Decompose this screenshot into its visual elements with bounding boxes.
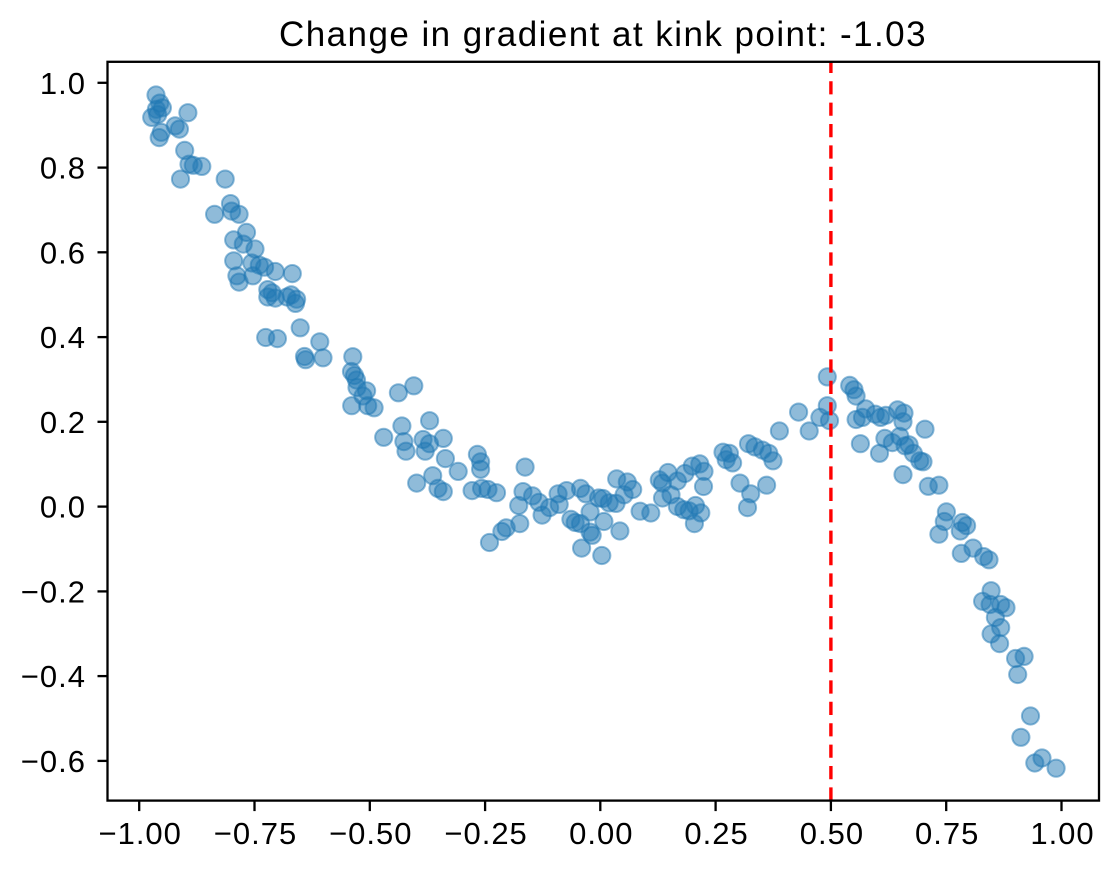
svg-text:0.2: 0.2 [40,405,86,440]
svg-text:−0.4: −0.4 [21,659,86,694]
svg-text:0.8: 0.8 [40,151,86,186]
svg-text:0.00: 0.00 [569,816,633,851]
svg-text:0.0: 0.0 [40,490,86,525]
svg-text:0.50: 0.50 [800,816,864,851]
svg-text:−0.25: −0.25 [444,816,527,851]
svg-text:0.25: 0.25 [684,816,748,851]
svg-text:1.0: 1.0 [40,66,86,101]
svg-text:1.00: 1.00 [1030,816,1094,851]
svg-text:0.75: 0.75 [915,816,979,851]
svg-text:0.6: 0.6 [40,235,86,270]
svg-text:−1.00: −1.00 [98,816,181,851]
svg-text:−0.2: −0.2 [21,574,86,609]
svg-text:−0.75: −0.75 [214,816,297,851]
svg-text:0.4: 0.4 [40,320,86,355]
svg-text:Change in gradient at kink poi: Change in gradient at kink point: -1.03 [279,15,927,54]
svg-text:−0.6: −0.6 [21,744,86,779]
svg-text:−0.50: −0.50 [329,816,412,851]
